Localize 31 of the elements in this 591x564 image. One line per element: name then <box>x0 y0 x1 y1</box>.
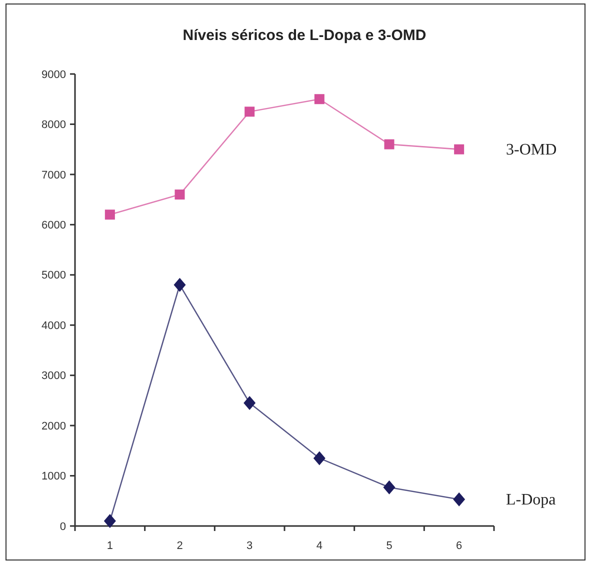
text: 3-OMD <box>506 141 557 158</box>
y-tick-label: 1000 <box>42 470 66 483</box>
x-tick-label: 1 <box>106 540 113 552</box>
point <box>384 139 394 150</box>
x-tick-label: 3 <box>246 540 253 552</box>
point <box>244 106 255 117</box>
y-tick-label: 0 <box>60 520 66 533</box>
point <box>313 451 326 466</box>
point <box>174 278 186 292</box>
point <box>174 190 185 200</box>
point <box>383 480 396 494</box>
y-tick-label: 9000 <box>42 68 66 81</box>
point <box>314 94 324 104</box>
y-tick-label: 4000 <box>42 320 66 332</box>
x-tick-label: 2 <box>176 540 183 552</box>
x-tick-label: 4 <box>316 540 322 552</box>
point <box>454 144 464 154</box>
point <box>104 514 116 528</box>
point <box>104 210 115 220</box>
point <box>453 492 466 506</box>
y-tick-label: 5000 <box>42 270 66 282</box>
chart-title: Níveis séricos de L-Dopa e 3-OMD <box>182 27 426 44</box>
y-tick-label: 8000 <box>42 119 66 132</box>
x-tick-label: 6 <box>456 540 462 552</box>
y-tick-label: 3000 <box>42 370 66 382</box>
y-tick-label: 2000 <box>42 420 66 432</box>
y-tick-label: 6000 <box>42 220 66 232</box>
point <box>244 396 256 410</box>
x-tick-label: 5 <box>386 540 392 552</box>
y-tick-label: 7000 <box>42 169 66 182</box>
text: L-Dopa <box>506 491 556 508</box>
